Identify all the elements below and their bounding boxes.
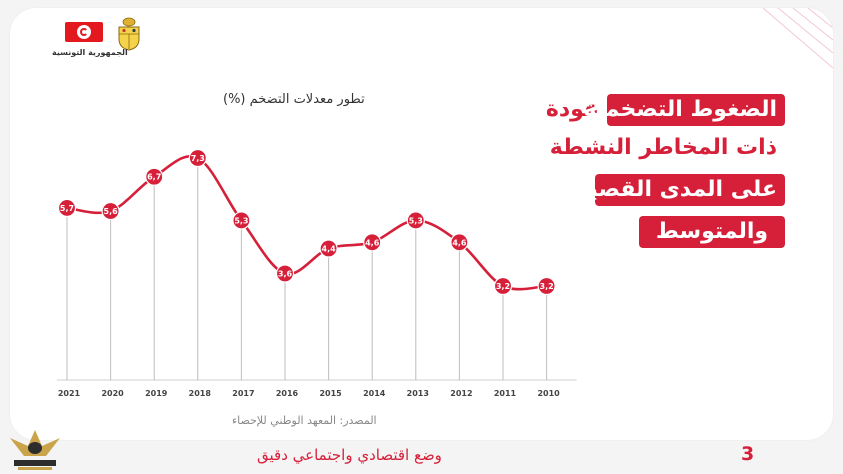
- headline-line-1-highlight: الضغوط التضخمية: [583, 94, 785, 126]
- data-point: [406, 211, 425, 230]
- data-label: 5,7: [60, 204, 74, 213]
- data-point: [57, 198, 77, 218]
- data-point: [101, 201, 120, 221]
- data-label: 3,6: [278, 270, 293, 279]
- republic-name: الجمهورية التونسية: [52, 48, 128, 57]
- data-point: [537, 276, 556, 296]
- x-tick-label: 2021: [58, 389, 81, 398]
- data-point: [363, 233, 382, 252]
- page-number: 3: [741, 443, 755, 465]
- x-tick-label: 2016: [276, 389, 299, 398]
- headline-line-1-plain: عودة: [545, 97, 599, 122]
- data-label: 4,6: [365, 238, 380, 247]
- corner-decoration: [762, 8, 833, 69]
- data-label: 3,2: [540, 282, 554, 291]
- series-line: [65, 155, 548, 291]
- x-tick-label: 2020: [101, 389, 124, 398]
- data-label: 7,3: [191, 154, 205, 163]
- data-label: 3,2: [496, 282, 510, 291]
- data-point: [145, 167, 164, 186]
- x-tick-label: 2013: [407, 389, 429, 398]
- data-label: 4,4: [322, 245, 337, 254]
- headline-line-4: والمتوسط: [639, 216, 785, 248]
- chart-title: تطور معدلات التضخم (%): [223, 92, 365, 107]
- x-tick-label: 2012: [450, 389, 472, 398]
- data-point: [319, 239, 338, 258]
- coat-of-arms-icon: [118, 17, 140, 51]
- source-note: المصدر: المعهد الوطني للإحصاء: [232, 414, 377, 427]
- data-label: 6,7: [147, 173, 161, 182]
- headline-line-2: ذات المخاطر النشطة: [549, 135, 777, 160]
- slide-card: الجمهورية التونسية تطور معدلات التضخم (%…: [10, 8, 833, 440]
- data-label: 5,6: [104, 207, 119, 216]
- data-label: 4,6: [452, 238, 467, 247]
- x-tick-label: 2018: [189, 389, 212, 398]
- x-tick-label: 2011: [494, 389, 517, 398]
- data-label: 5,3: [234, 216, 248, 225]
- defense-forum-logo-icon: [10, 430, 60, 470]
- footer-subtitle: وضع اقتصادي واجتماعي دقيق: [257, 446, 442, 464]
- x-tick-label: 2017: [232, 389, 254, 398]
- headline-line-3: على المدى القصير: [576, 174, 785, 206]
- data-point: [232, 211, 251, 230]
- x-tick-label: 2015: [319, 389, 342, 398]
- data-label: 5,3: [409, 216, 423, 225]
- x-tick-label: 2019: [145, 389, 168, 398]
- inflation-line-chart: 5,7 5,6 6,7 7,3 5,3 3,6 4,4 4,6 5,3 4,6 3,2 3,2 2021…: [57, 148, 577, 398]
- x-tick-label: 2014: [363, 389, 386, 398]
- data-point: [188, 148, 207, 168]
- data-point: [450, 233, 469, 252]
- data-point: [275, 264, 295, 283]
- tunisia-flag-icon: [65, 22, 103, 42]
- x-tick-label: 2010: [537, 389, 560, 398]
- data-point: [493, 276, 513, 296]
